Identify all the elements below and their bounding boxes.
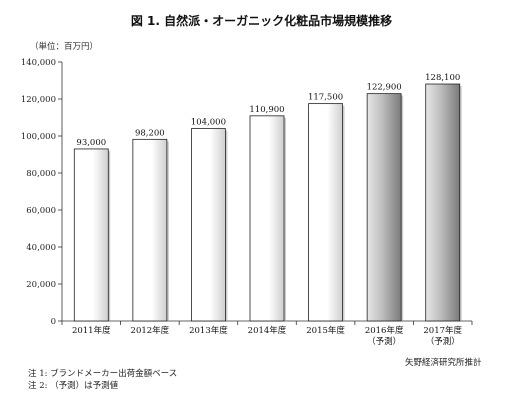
bar-value-label: 128,100 (425, 73, 460, 83)
source-label: 矢野経済研究所推計 (405, 358, 482, 368)
x-axis: 2011年度 2012年度 2013年度 2014年度 2015年度 2016年度（予測）… (61, 320, 473, 347)
x-tick-label: 2014年度 (248, 325, 287, 336)
y-tick-label: 20,000 (26, 280, 56, 290)
y-tick-label: 80,000 (26, 169, 56, 179)
bar-value-label: 117,500 (308, 93, 343, 103)
x-tick-label: 2012年度 (131, 325, 170, 336)
bar (73, 148, 109, 322)
x-tick-label: 2015年度 (306, 325, 345, 336)
bar (132, 138, 168, 322)
x-tick-label: 2017年度 (423, 325, 462, 336)
y-tick-label: 100,000 (21, 132, 56, 142)
note-1: 注 1: ブランドメーカー出荷金額ベース (28, 369, 178, 379)
y-tick-label: 40,000 (26, 243, 56, 253)
bar-value-label: 122,900 (367, 83, 402, 93)
x-tick-sublabel: （予測） (426, 336, 460, 347)
bar (249, 115, 285, 322)
y-tick-label: 140,000 (21, 58, 56, 68)
unit-label: （単位：百万円） (30, 42, 99, 52)
note-2: 注 2: （予測）は予測値 (28, 381, 119, 391)
notes: 注 1: ブランドメーカー出荷金額ベース 注 2: （予測）は予測値 (28, 368, 177, 392)
chart-title: 図 1. 自然派・オーガニック化粧品市場規模推移 (130, 14, 393, 28)
bar-forecast (366, 93, 402, 322)
bars: 93,000 98,200 104,000 110,900 117,500 122,900… (73, 73, 462, 322)
bar-value-label: 93,000 (76, 138, 106, 148)
y-axis: 0 20,000 40,000 60,000 80,000 100,000 120,000 1… (21, 58, 63, 327)
bar-forecast (425, 83, 461, 322)
bar (191, 128, 226, 322)
bar-value-label: 104,000 (191, 118, 226, 128)
y-tick-label: 120,000 (21, 95, 56, 105)
y-tick-label: 0 (51, 317, 56, 327)
bar-value-label: 98,200 (135, 128, 165, 138)
y-tick-label: 60,000 (26, 206, 56, 216)
bar-value-label: 110,900 (249, 105, 284, 115)
x-tick-label: 2011年度 (72, 325, 111, 336)
bar (308, 103, 343, 322)
x-tick-label: 2016年度 (365, 325, 404, 336)
x-tick-label: 2013年度 (189, 325, 228, 336)
x-tick-sublabel: （予測） (367, 336, 401, 347)
